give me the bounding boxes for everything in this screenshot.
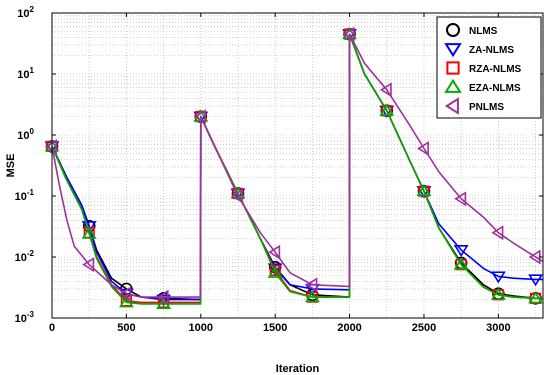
x-axis-title: Iteration xyxy=(276,363,320,375)
legend-item-rza-nlms: RZA-NLMS xyxy=(446,61,522,75)
data-point-pnlms xyxy=(454,191,467,207)
data-point-eza-nlms xyxy=(416,184,432,197)
y-tick-label: 100 xyxy=(17,127,34,142)
x-tick-label: 0 xyxy=(49,322,55,334)
data-point-za-nlms xyxy=(267,263,283,276)
y-axis-title: MSE xyxy=(5,154,17,178)
legend-item-pnlms: PNLMS xyxy=(444,97,504,115)
legend-label: PNLMS xyxy=(469,102,504,113)
data-point-eza-nlms xyxy=(267,265,283,278)
axes-frame xyxy=(51,12,544,319)
data-point-eza-nlms xyxy=(81,226,97,239)
legend-item-za-nlms: ZA-NLMS xyxy=(444,43,514,58)
data-point-za-nlms xyxy=(156,294,172,307)
data-point-pnlms xyxy=(193,109,206,125)
data-point-pnlms xyxy=(379,82,392,98)
legend-marker xyxy=(444,43,462,58)
data-point-pnlms xyxy=(417,141,429,156)
legend-marker xyxy=(444,78,462,93)
data-point-eza-nlms xyxy=(379,103,395,116)
x-tick-label: 1500 xyxy=(263,322,287,334)
y-tick-label: 10-1 xyxy=(15,188,35,203)
legend-label: NLMS xyxy=(469,26,498,37)
data-point-pnlms xyxy=(231,188,243,204)
data-point-eza-nlms xyxy=(453,257,469,270)
data-point-pnlms xyxy=(342,26,355,42)
axes-layer: 0 500 1000 1500 2000 2500 3000 10-3 10-2 10-1 100 1… xyxy=(15,5,544,334)
data-point-za-nlms xyxy=(528,274,544,287)
data-point-pnlms xyxy=(119,286,132,302)
y-tick-label: 101 xyxy=(17,66,34,81)
y-tick-label: 102 xyxy=(17,5,34,20)
data-point-eza-nlms xyxy=(490,287,506,300)
y-tick-label: 10-3 xyxy=(15,310,35,325)
series-line-za-nlms xyxy=(51,33,543,301)
x-tick-label: 2000 xyxy=(337,322,361,334)
legend-label: ZA-NLMS xyxy=(469,45,514,56)
legend-marker xyxy=(446,23,460,37)
data-point-pnlms xyxy=(45,138,57,154)
series-pnlms xyxy=(45,26,544,305)
data-point-pnlms xyxy=(82,257,95,273)
data-point-za-nlms xyxy=(490,271,506,284)
y-tick-label: 10-2 xyxy=(15,249,35,264)
data-point-eza-nlms xyxy=(156,297,172,309)
data-point-pnlms xyxy=(491,225,504,241)
legend-label: RZA-NLMS xyxy=(469,64,522,75)
legend-label: EZA-NLMS xyxy=(469,83,521,94)
x-tick-label: 500 xyxy=(117,322,135,334)
data-point-eza-nlms xyxy=(304,290,320,303)
legend-marker xyxy=(446,61,460,75)
legend-item-nlms: NLMS xyxy=(446,23,498,37)
x-tick-label: 1000 xyxy=(189,322,213,334)
data-point-za-nlms xyxy=(453,245,469,257)
data-point-pnlms xyxy=(156,289,169,305)
data-point-eza-nlms xyxy=(230,186,246,199)
series-layer xyxy=(44,26,544,309)
x-tick-label: 2500 xyxy=(412,322,436,334)
legend-item-eza-nlms: EZA-NLMS xyxy=(444,78,521,94)
data-point-pnlms xyxy=(305,277,318,293)
data-point-eza-nlms xyxy=(528,291,544,304)
data-point-za-nlms xyxy=(81,221,97,234)
legend: NLMS ZA-NLMS RZA-NLMS EZA-NLMS PNLMS xyxy=(436,16,542,119)
data-point-pnlms xyxy=(268,244,281,260)
legend-marker xyxy=(444,97,459,115)
data-point-eza-nlms xyxy=(118,295,134,308)
x-tick-label: 3000 xyxy=(486,322,510,334)
